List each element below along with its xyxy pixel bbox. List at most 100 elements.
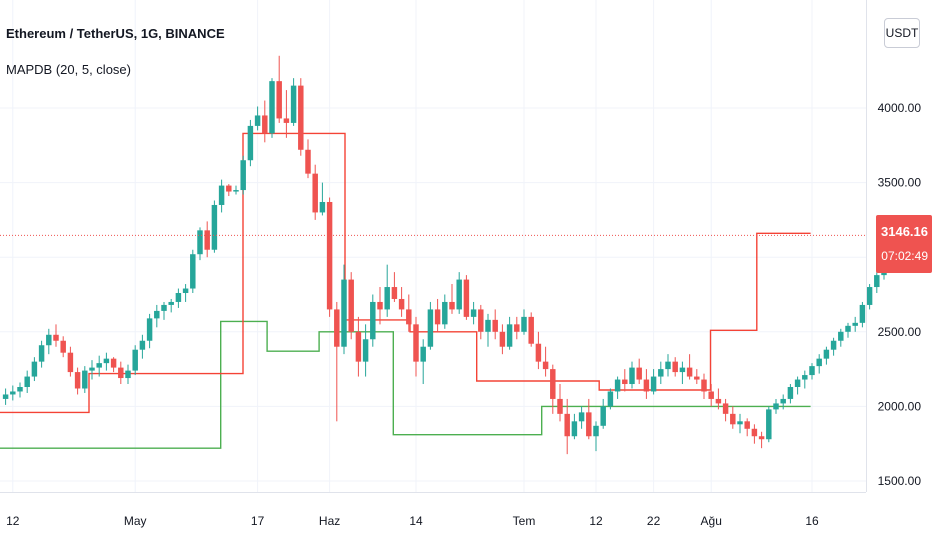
candle: [370, 294, 376, 347]
candle-body: [24, 376, 30, 388]
candle: [334, 301, 340, 422]
candle: [182, 284, 189, 302]
candle-body: [679, 367, 686, 373]
candle: [46, 328, 52, 355]
candle: [535, 331, 542, 370]
candle-body: [262, 115, 268, 134]
candle: [672, 357, 678, 377]
price-badge: 3146.16 07:02:49: [876, 215, 932, 273]
candle-body: [686, 367, 693, 377]
candle: [60, 336, 66, 358]
candle-body: [766, 409, 772, 440]
candle: [715, 388, 722, 410]
candle-body: [132, 349, 138, 371]
candle-body: [780, 398, 786, 404]
candle-body: [211, 204, 218, 250]
candle-body: [528, 316, 534, 344]
candle-body: [758, 436, 765, 440]
candle-body: [190, 254, 196, 289]
candle: [269, 78, 275, 138]
candle-body: [557, 398, 563, 414]
candle: [492, 309, 498, 340]
candle-body: [578, 412, 585, 422]
candle-body: [449, 301, 455, 310]
candle-body: [852, 322, 858, 326]
candle-body: [226, 185, 232, 192]
candle: [686, 354, 693, 380]
candle: [499, 324, 506, 355]
candle: [17, 382, 23, 398]
candle-body: [362, 339, 369, 362]
candle-body: [470, 309, 477, 317]
y-tick-label: 2000.00: [878, 399, 922, 413]
candle-body: [838, 331, 844, 341]
candle-body: [802, 375, 808, 380]
candle-body: [312, 173, 318, 213]
candle-body: [866, 287, 873, 305]
candle: [658, 361, 664, 385]
candle-body: [319, 201, 326, 213]
candle-body: [233, 190, 239, 192]
candle-body: [730, 413, 736, 425]
currency-button[interactable]: USDT: [884, 18, 920, 48]
candle-body: [10, 391, 16, 395]
candle: [319, 182, 326, 216]
x-tick-label: 22: [647, 514, 661, 528]
candle-body: [139, 340, 146, 350]
candle: [600, 398, 606, 429]
candle: [456, 272, 462, 314]
candle: [629, 361, 635, 389]
x-tick-label: 16: [805, 514, 819, 528]
candle-body: [269, 81, 275, 134]
candle: [528, 312, 534, 347]
candle-body: [154, 310, 160, 319]
candle-body: [161, 304, 167, 311]
candle: [10, 385, 16, 401]
candle-body: [564, 413, 570, 437]
candle: [449, 284, 455, 314]
candle: [823, 346, 830, 365]
candle-body: [384, 287, 390, 310]
candle: [262, 100, 268, 143]
candle: [679, 361, 686, 385]
symbol-title: Ethereum / TetherUS, 1G, BINANCE: [6, 26, 225, 41]
candle-body: [110, 358, 117, 368]
candle: [254, 106, 261, 131]
candle: [816, 354, 822, 374]
candle: [758, 431, 765, 449]
candle-body: [506, 324, 513, 347]
x-tick-label: 12: [589, 514, 603, 528]
candle: [218, 179, 225, 213]
candle: [650, 369, 657, 395]
candle-body: [175, 293, 182, 302]
candle-body: [17, 387, 23, 392]
candle-body: [398, 298, 405, 310]
candle: [593, 421, 599, 452]
candle: [118, 361, 124, 385]
candle-body: [254, 115, 261, 126]
candle: [82, 366, 88, 393]
candle: [326, 197, 333, 317]
y-tick-label: 3500.00: [878, 176, 922, 190]
candle: [737, 413, 743, 434]
candle-body: [290, 85, 297, 123]
candle: [2, 388, 9, 405]
candle-body: [103, 358, 110, 364]
candle-body: [694, 376, 700, 380]
candle: [838, 328, 844, 347]
candle-body: [794, 379, 801, 388]
candle: [211, 200, 218, 253]
candle-body: [658, 369, 664, 377]
candle-body: [643, 379, 650, 392]
candle-body: [53, 334, 59, 341]
candle-body: [622, 379, 628, 385]
candle: [413, 316, 419, 377]
x-tick-label: May: [124, 514, 147, 528]
grid-lines: [0, 0, 866, 492]
candle-body: [650, 376, 657, 392]
candle: [751, 424, 758, 444]
current-price-value: 3146.16: [881, 224, 928, 239]
indicator-label: MAPDB (20, 5, close): [6, 62, 131, 77]
